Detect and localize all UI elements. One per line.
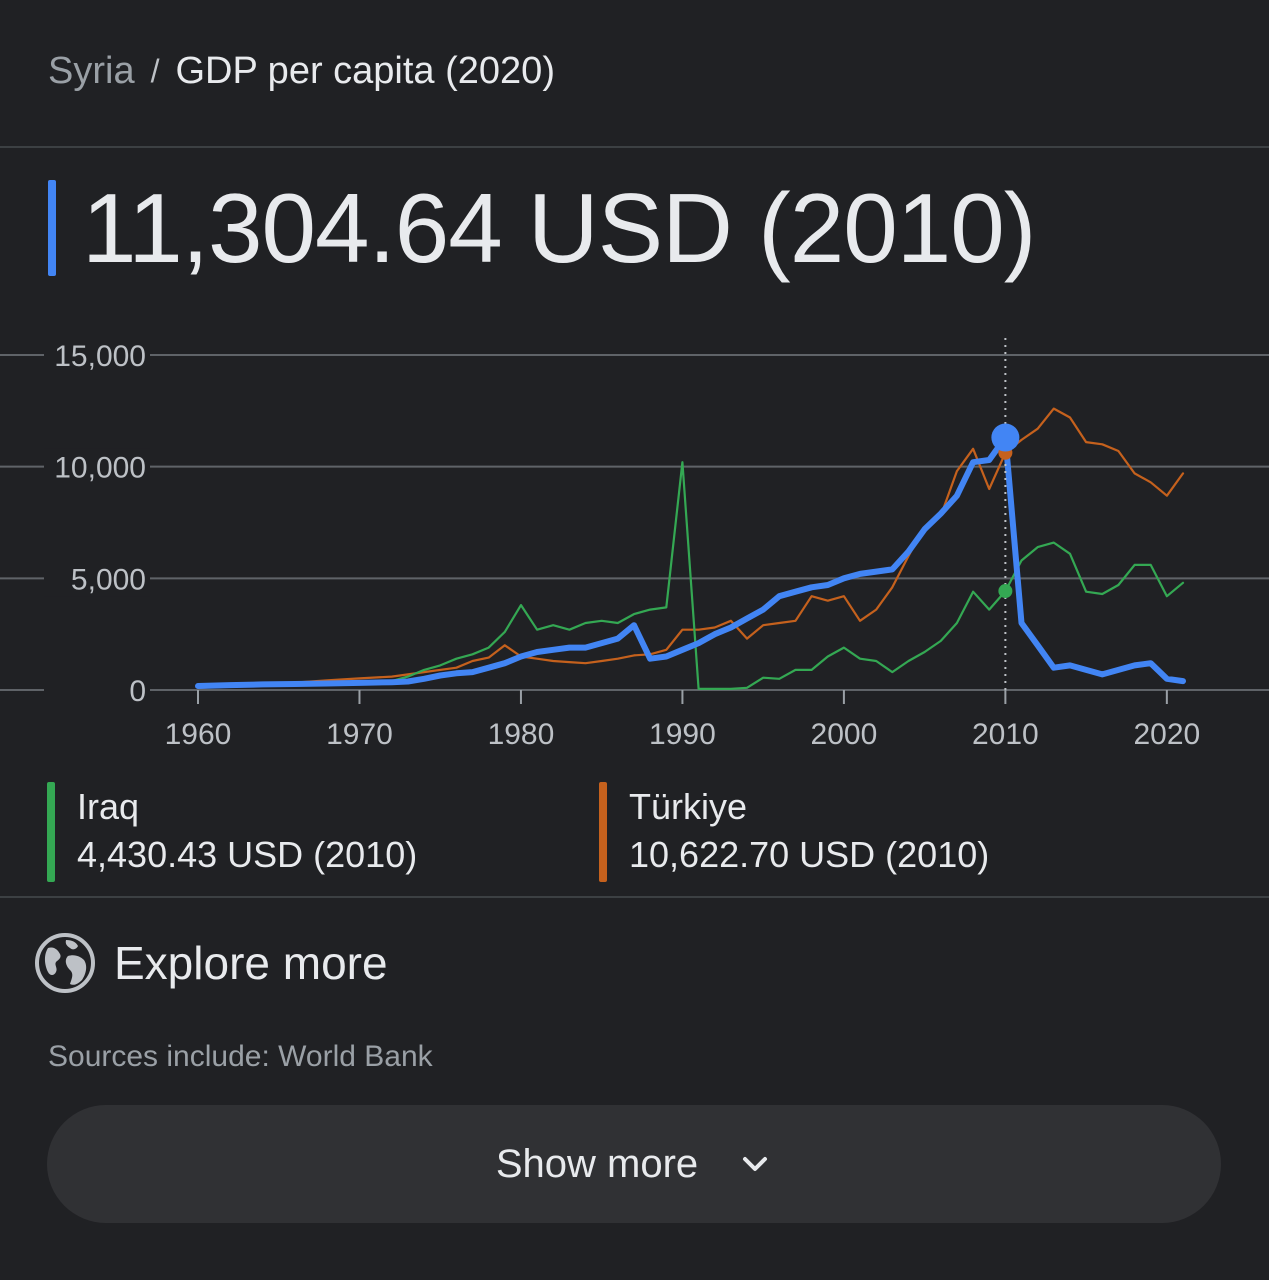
x-tick-label: 2000 [811, 718, 878, 751]
y-tick-label: 5,000 [71, 563, 146, 596]
legend-color-bar [599, 782, 607, 882]
y-label-bg [44, 560, 150, 597]
y-label-bg [44, 672, 150, 708]
series-line-trkiye [196, 407, 1185, 689]
legend-value: 10,622.70 USD (2010) [629, 834, 990, 875]
x-tick-label: 2020 [1133, 718, 1200, 751]
highlight-point-iraq [998, 584, 1013, 599]
breadcrumb-metric: GDP per capita (2020) [175, 50, 555, 92]
divider [0, 896, 1269, 898]
legend-item-iraq[interactable]: Iraq 4,430.43 USD (2010) [47, 782, 417, 884]
y-tick-label: 0 [129, 675, 146, 708]
series-line-syria [195, 434, 1186, 689]
series-line-iraq [196, 461, 1185, 690]
breadcrumb-country[interactable]: Syria [48, 50, 135, 92]
highlight-point-syria [991, 423, 1020, 452]
explore-more[interactable]: Explore more [34, 932, 388, 994]
headline-value: 11,304.64 USD (2010) [82, 173, 1036, 283]
chart-svg[interactable]: 15,000 10,000 5,000 0 1960 1970 1980 1990 2000 20… [0, 320, 1269, 760]
legend-item-turkiye[interactable]: Türkiye 10,622.70 USD (2010) [599, 782, 989, 884]
y-label-bg [44, 337, 150, 373]
headline: 11,304.64 USD (2010) [48, 173, 1036, 283]
chevron-down-icon [743, 1157, 768, 1171]
breadcrumb: Syria / GDP per capita (2020) [48, 50, 555, 93]
x-tick-label: 1960 [165, 718, 232, 751]
legend-name: Türkiye [629, 786, 748, 827]
x-tick-label: 1970 [326, 718, 393, 751]
explore-more-label: Explore more [114, 937, 388, 989]
y-tick-label: 10,000 [54, 452, 146, 485]
y-label-bg [44, 448, 150, 485]
x-tick-label: 2010 [972, 718, 1039, 751]
legend-name: Iraq [77, 786, 140, 827]
legend-color-bar [47, 782, 55, 882]
breadcrumb-separator: / [150, 53, 160, 89]
show-more-button[interactable]: Show more [47, 1105, 1221, 1223]
sources-text: Sources include: World Bank [48, 1040, 433, 1073]
headline-color-bar [48, 180, 56, 276]
gdp-chart[interactable]: 15,000 10,000 5,000 0 1960 1970 1980 1990 2000 20… [0, 320, 1269, 760]
legend-value: 4,430.43 USD (2010) [77, 834, 418, 875]
show-more-label: Show more [495, 1141, 699, 1186]
y-tick-label: 15,000 [54, 340, 146, 373]
x-tick-label: 1980 [488, 718, 555, 751]
x-tick-label: 1990 [649, 718, 716, 751]
globe-icon [35, 933, 95, 993]
divider [0, 146, 1269, 148]
